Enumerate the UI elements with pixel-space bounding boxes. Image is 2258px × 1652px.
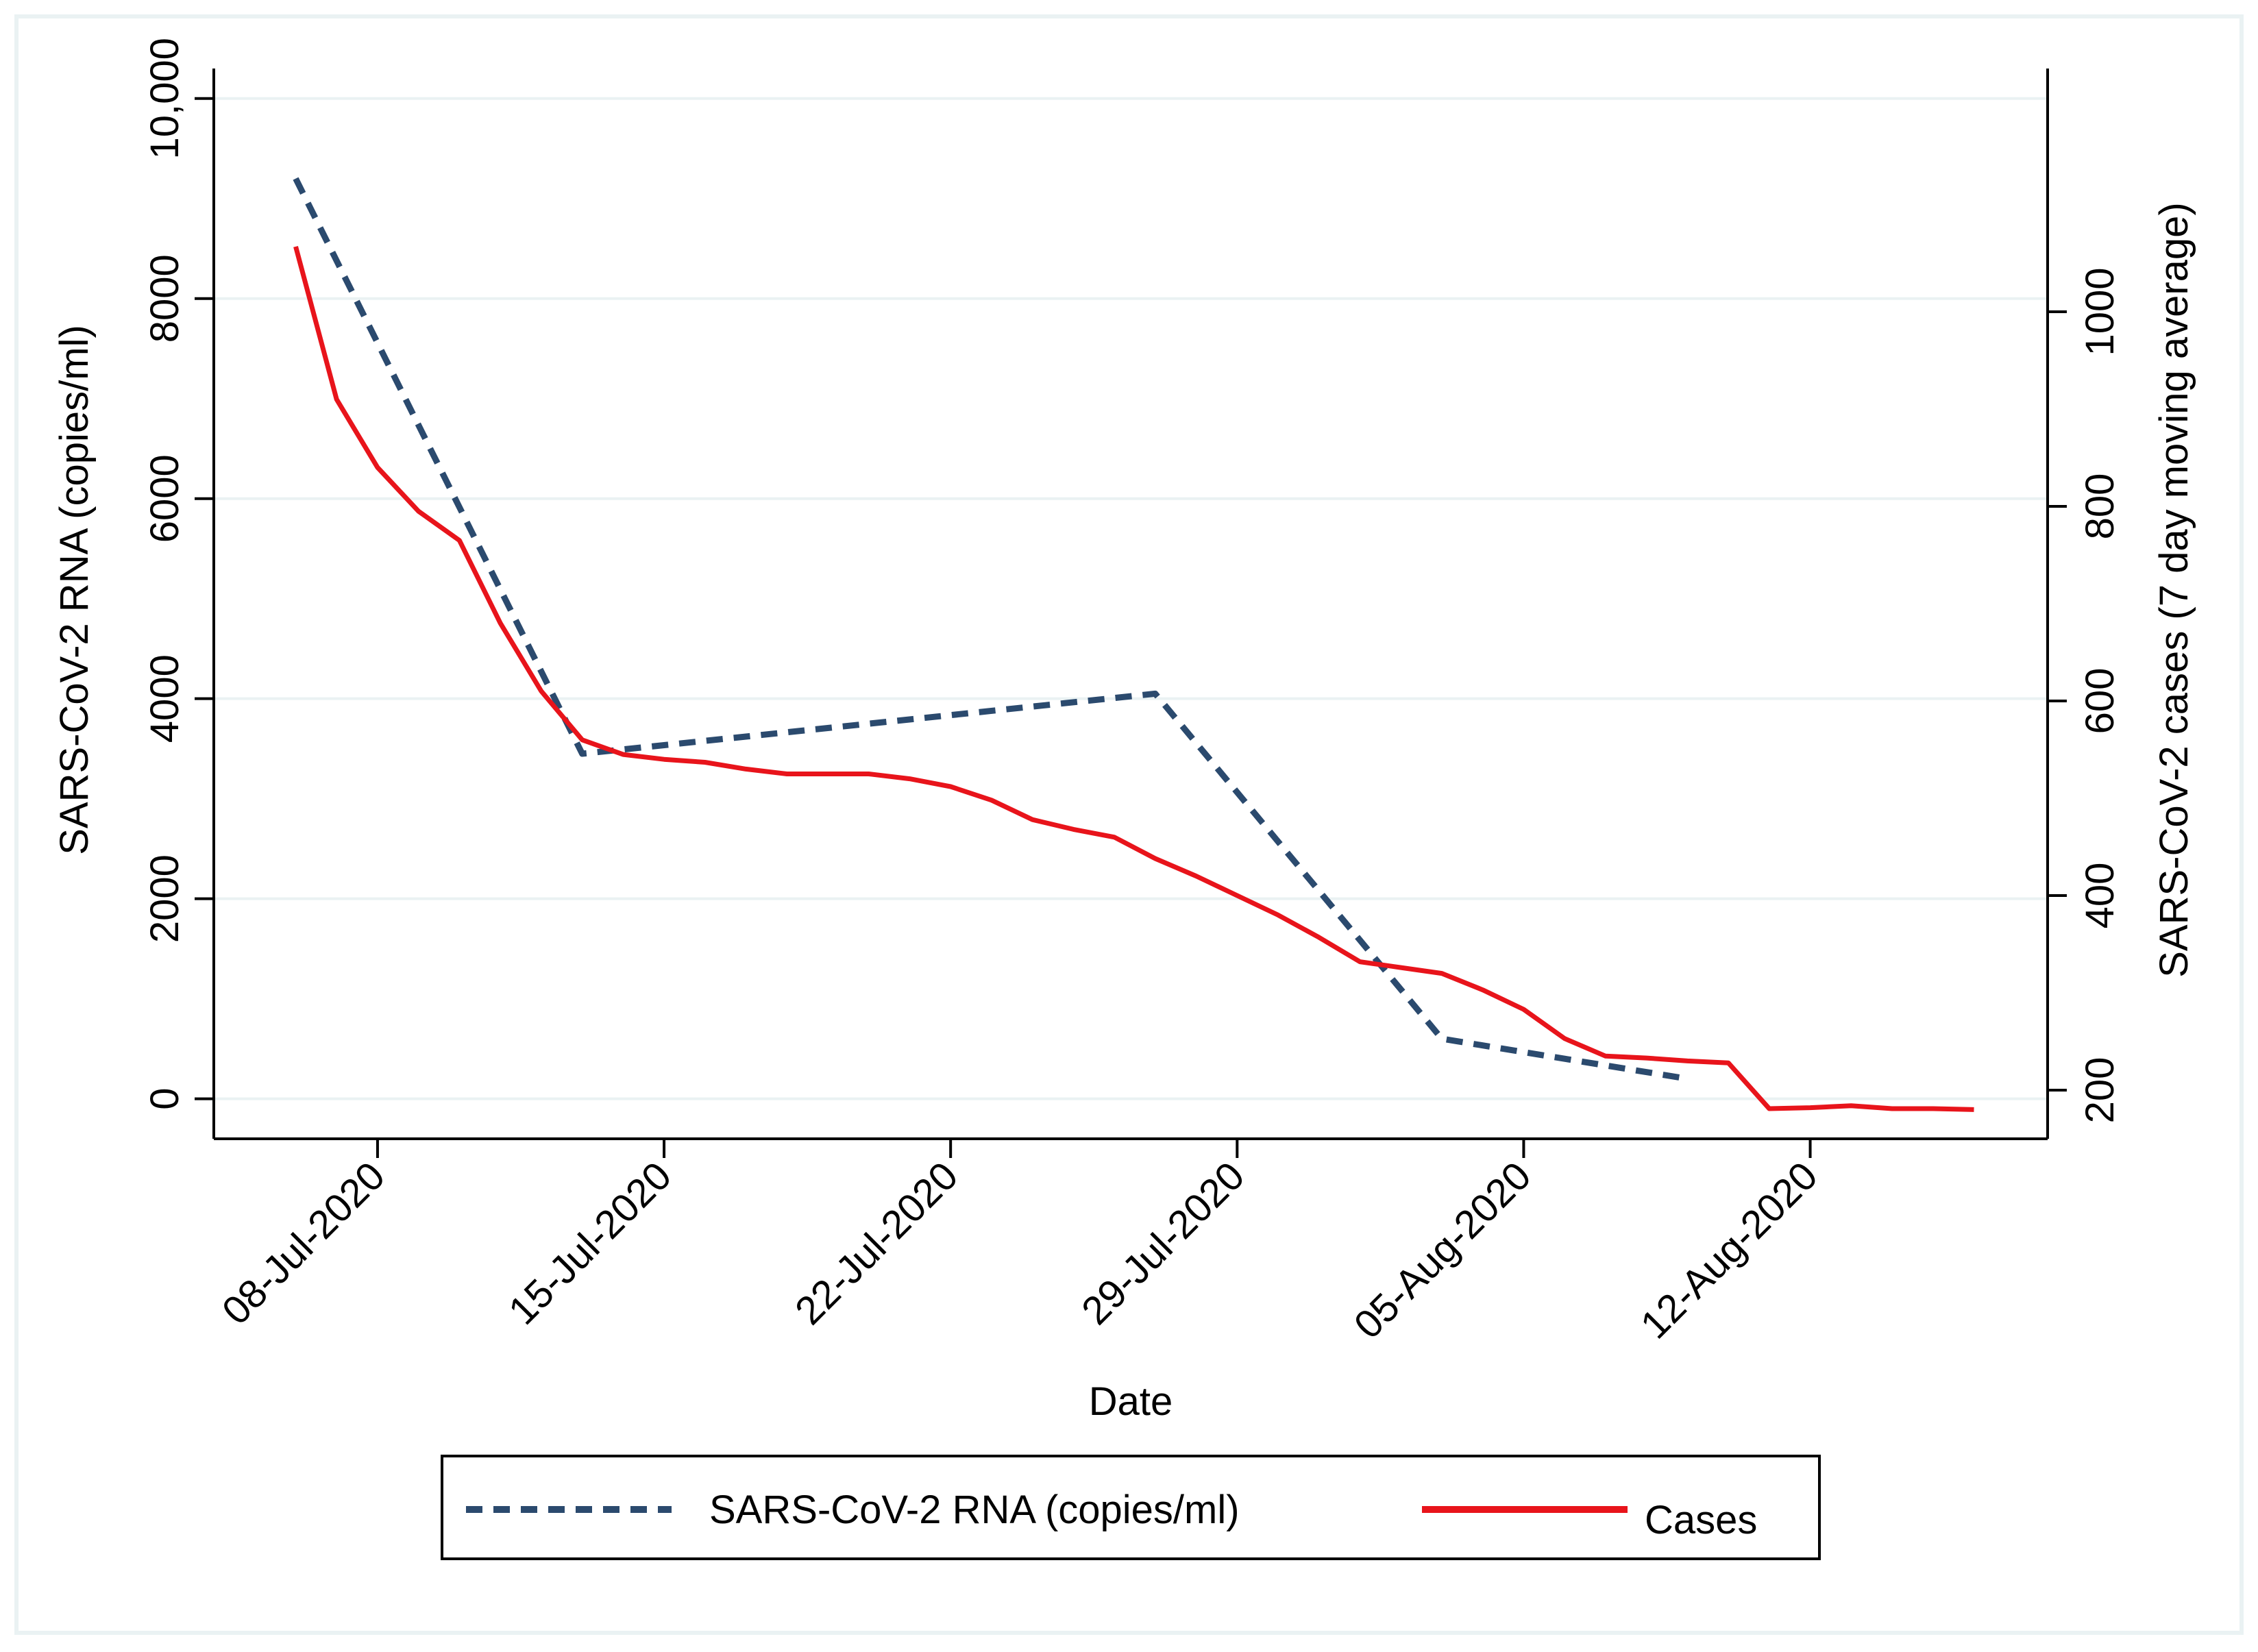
data-point-cases (622, 754, 624, 755)
right-y-tick-label: 600 (2078, 668, 2122, 735)
data-point-cases (1769, 1108, 1770, 1109)
axis-titles: Date SARS-CoV-2 RNA (copies/ml) SARS-CoV… (52, 202, 2196, 1424)
data-point-cases (1523, 1009, 1524, 1010)
data-point-cases (500, 622, 501, 624)
data-point-cases (786, 774, 787, 775)
data-point-cases (582, 739, 583, 741)
data-point-cases (418, 510, 419, 512)
data-point-cases (663, 759, 665, 760)
data-point-cases (1564, 1038, 1565, 1039)
data-point-cases (704, 762, 706, 763)
data-point-rna (1686, 1078, 1688, 1079)
legend-label-cases: Cases (1645, 1498, 1757, 1542)
data-point-cases (1932, 1108, 1934, 1109)
data-point-cases (1196, 876, 1197, 877)
data-point-cases (827, 774, 829, 775)
right-y-axis-title: SARS-CoV-2 cases (7 day moving average) (2152, 202, 2196, 978)
data-point-cases (868, 774, 870, 775)
left-y-tick-label: 2000 (143, 854, 187, 943)
data-point-cases (336, 399, 337, 400)
legend: SARS-CoV-2 RNA (copies/ml) Cases (441, 1455, 1821, 1560)
data-point-cases (1400, 967, 1401, 968)
data-point-rna (295, 178, 297, 180)
data-point-cases (991, 800, 992, 801)
series-layer (293, 177, 1975, 1112)
data-point-cases (295, 246, 297, 247)
data-point-rna (1441, 1038, 1443, 1039)
data-point-cases (1236, 895, 1238, 896)
data-point-cases (1891, 1108, 1893, 1109)
left-y-axis-title: SARS-CoV-2 RNA (copies/ml) (52, 325, 97, 855)
gridlines (214, 97, 2048, 1100)
data-point-cases (1155, 858, 1156, 859)
left-y-tick-label: 0 (143, 1087, 187, 1109)
data-point-cases (1646, 1057, 1647, 1059)
data-point-cases (909, 778, 910, 780)
data-point-cases (1114, 837, 1115, 838)
data-point-cases (377, 467, 378, 468)
data-point-cases (1605, 1055, 1606, 1057)
right-y-tick-label: 200 (2078, 1057, 2122, 1124)
data-point-rna (582, 753, 583, 754)
data-point-cases (1974, 1109, 1975, 1110)
data-point-rna (1155, 693, 1156, 694)
left-y-tick-label: 10,000 (143, 38, 187, 159)
data-point-cases (1360, 961, 1361, 963)
data-point-cases (458, 540, 460, 541)
data-point-cases (1850, 1105, 1852, 1107)
data-point-cases (1072, 828, 1074, 830)
data-point-cases (1032, 819, 1033, 820)
data-point-cases (950, 786, 951, 787)
left-y-tick-label: 4000 (143, 654, 187, 743)
legend-label-rna: SARS-CoV-2 RNA (copies/ml) (709, 1488, 1240, 1532)
chart-frame (14, 14, 2244, 1635)
x-axis-title: Date (1089, 1379, 1173, 1424)
left-y-tick-label: 6000 (143, 454, 187, 543)
data-point-cases (1277, 914, 1279, 915)
data-point-cases (541, 691, 542, 692)
data-point-cases (1482, 989, 1484, 991)
data-point-cases (1810, 1107, 1811, 1109)
series-line-cases (293, 245, 1974, 1112)
right-y-tick-label: 1000 (2078, 267, 2122, 356)
series-line-rna (293, 177, 1689, 1082)
data-point-cases (1441, 973, 1443, 974)
data-point-cases (1728, 1062, 1729, 1063)
data-point-cases (746, 768, 747, 769)
data-point-cases (1686, 1060, 1688, 1061)
right-y-tick-label: 800 (2078, 473, 2122, 540)
data-point-cases (1318, 937, 1320, 938)
left-y-tick-label: 8000 (143, 254, 187, 343)
right-y-tick-label: 400 (2078, 863, 2122, 929)
